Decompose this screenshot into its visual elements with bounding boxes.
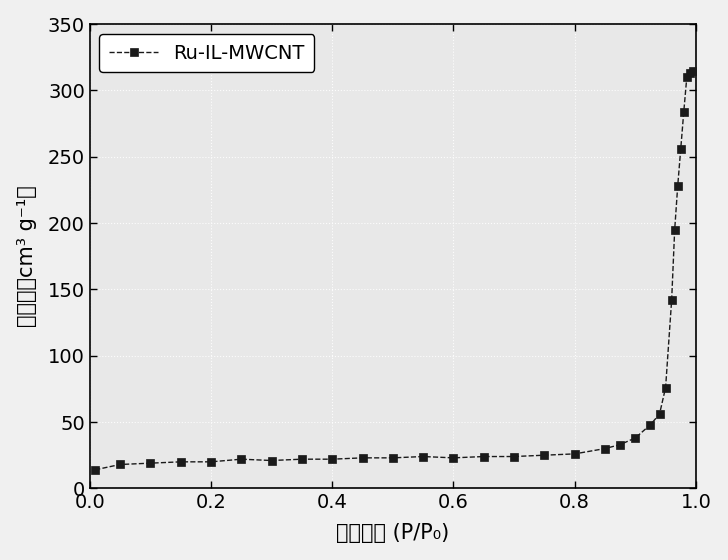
Ru-IL-MWCNT <box>631 435 640 441</box>
Ru-IL-MWCNT <box>207 459 215 465</box>
X-axis label: 相对压力 (P/P₀): 相对压力 (P/P₀) <box>336 524 449 543</box>
Ru-IL-MWCNT <box>616 441 625 448</box>
Ru-IL-MWCNT <box>146 460 155 466</box>
Ru-IL-MWCNT <box>298 456 306 463</box>
Ru-IL-MWCNT <box>176 459 185 465</box>
Ru-IL-MWCNT <box>668 297 676 304</box>
Ru-IL-MWCNT <box>449 455 458 461</box>
Ru-IL-MWCNT <box>419 453 427 460</box>
Ru-IL-MWCNT <box>479 453 488 460</box>
Ru-IL-MWCNT <box>601 445 609 452</box>
Ru-IL-MWCNT <box>689 67 697 74</box>
Ru-IL-MWCNT <box>670 226 679 233</box>
Ru-IL-MWCNT <box>91 466 100 473</box>
Y-axis label: 吸附量（cm³ g⁻¹）: 吸附量（cm³ g⁻¹） <box>17 185 36 327</box>
Line: Ru-IL-MWCNT: Ru-IL-MWCNT <box>91 67 697 474</box>
Ru-IL-MWCNT <box>389 455 397 461</box>
Ru-IL-MWCNT <box>116 461 124 468</box>
Ru-IL-MWCNT <box>682 74 691 81</box>
Ru-IL-MWCNT <box>673 183 682 189</box>
Ru-IL-MWCNT <box>686 70 695 77</box>
Ru-IL-MWCNT <box>267 457 276 464</box>
Ru-IL-MWCNT <box>328 456 336 463</box>
Ru-IL-MWCNT <box>655 410 664 417</box>
Ru-IL-MWCNT <box>679 108 688 115</box>
Ru-IL-MWCNT <box>661 384 670 391</box>
Ru-IL-MWCNT <box>676 146 685 152</box>
Ru-IL-MWCNT <box>237 456 245 463</box>
Ru-IL-MWCNT <box>570 450 579 457</box>
Ru-IL-MWCNT <box>358 455 367 461</box>
Ru-IL-MWCNT <box>510 453 518 460</box>
Ru-IL-MWCNT <box>646 421 654 428</box>
Ru-IL-MWCNT <box>540 452 549 459</box>
Legend: Ru-IL-MWCNT: Ru-IL-MWCNT <box>100 34 314 72</box>
